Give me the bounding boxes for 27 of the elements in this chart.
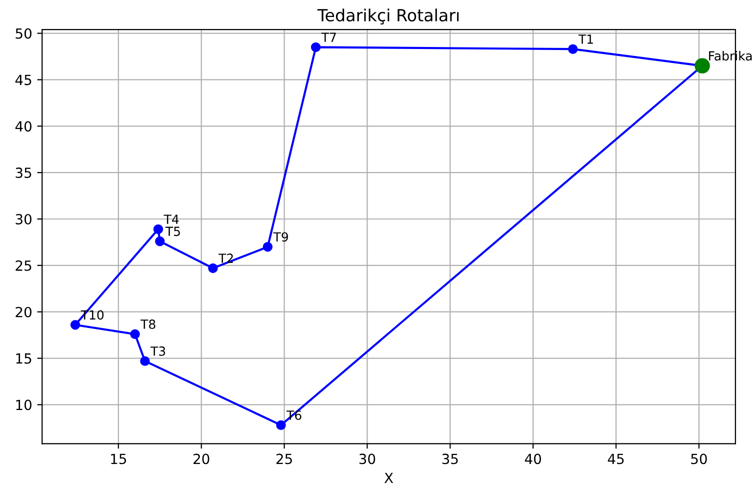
- y-tick-label: 30: [16, 214, 32, 224]
- x-tick-label: 40: [524, 454, 542, 464]
- x-tick-label: 45: [608, 454, 624, 464]
- y-tick-label: 45: [15, 74, 32, 86]
- x-tick-label: 15: [111, 454, 126, 464]
- annotation: T1: [578, 34, 593, 44]
- x-tick-label: 30: [359, 454, 376, 464]
- annotation: T7: [321, 32, 336, 42]
- annotation: T5: [165, 226, 180, 236]
- annotation: T3: [150, 346, 166, 356]
- annotation: T4: [164, 214, 179, 224]
- x-tick-label: 25: [276, 454, 292, 464]
- annotation: T9: [273, 232, 288, 242]
- annotation: T2: [218, 254, 233, 263]
- y-tick-label: 40: [15, 121, 32, 132]
- y-tick-label: 10: [16, 400, 32, 410]
- y-tick-label: 25: [16, 260, 32, 271]
- x-tick-label: 50: [691, 454, 707, 464]
- annotation: T8: [140, 319, 156, 329]
- y-tick-label: 15: [16, 353, 32, 364]
- y-tick-label: 35: [16, 168, 32, 178]
- x-tick-label: 20: [194, 454, 210, 464]
- chart-title: Tedarikçi Rotaları: [317, 8, 459, 24]
- y-tick-label: 50: [16, 28, 32, 39]
- y-tick-label: 20: [16, 306, 32, 318]
- x-axis-title: X: [384, 472, 394, 483]
- x-tick-label: 35: [442, 454, 458, 464]
